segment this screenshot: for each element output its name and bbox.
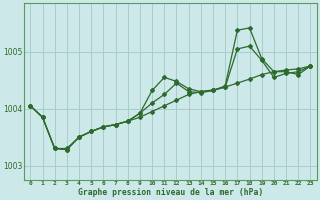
X-axis label: Graphe pression niveau de la mer (hPa): Graphe pression niveau de la mer (hPa) bbox=[78, 188, 263, 197]
